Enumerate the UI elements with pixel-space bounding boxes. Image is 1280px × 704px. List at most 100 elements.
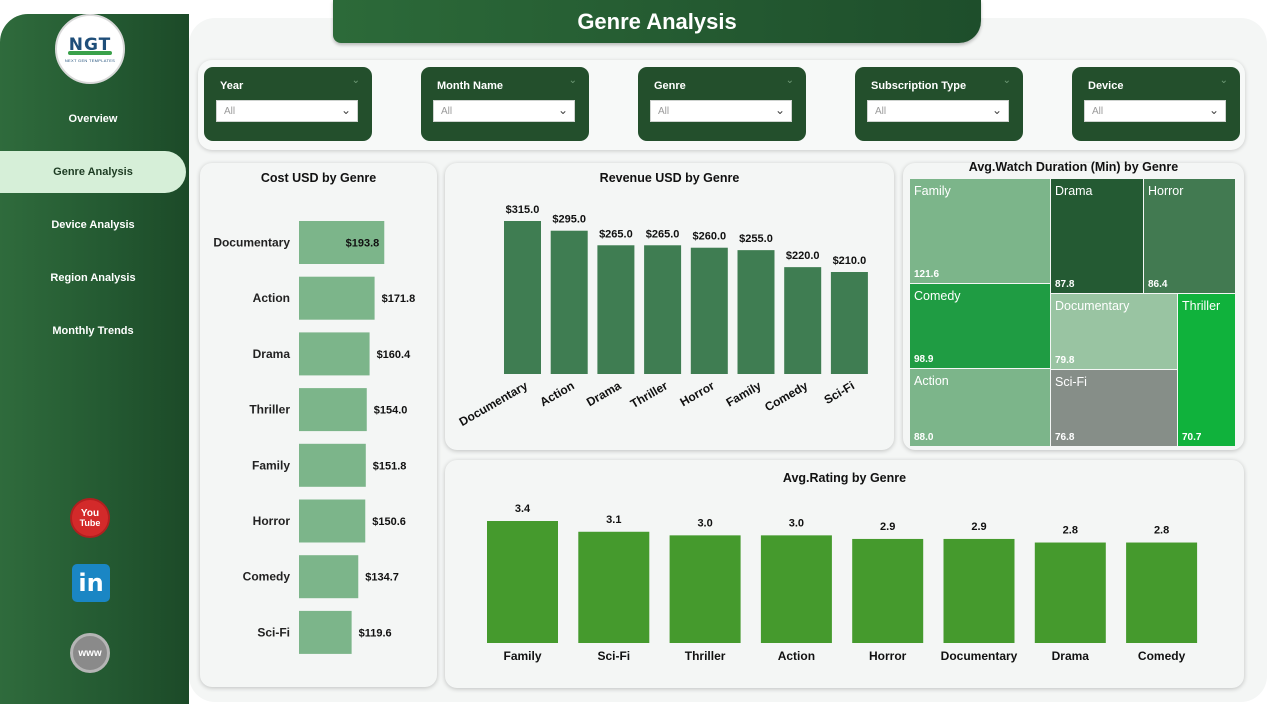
revenue-bar[interactable] bbox=[550, 230, 588, 374]
treemap-cell-comedy[interactable]: Comedy 98.9 bbox=[910, 284, 1050, 368]
nav-overview[interactable]: Overview bbox=[68, 113, 118, 125]
web-icon[interactable]: www bbox=[70, 633, 110, 673]
revenue-bar[interactable] bbox=[644, 245, 682, 374]
revenue-data-label: $265.0 bbox=[599, 228, 633, 240]
rating-data-label: 2.8 bbox=[1063, 525, 1078, 537]
treemap-cell-action[interactable]: Action 88.0 bbox=[910, 369, 1050, 446]
cost-category-label: Documentary bbox=[213, 236, 290, 250]
filter-subscription-type: Subscription Type ⌄ All ⌄ bbox=[855, 67, 1023, 141]
rating-bar[interactable] bbox=[1126, 542, 1198, 643]
treemap-value: 79.8 bbox=[1055, 355, 1075, 366]
filter-label: Device bbox=[1088, 80, 1124, 92]
rating-bar[interactable] bbox=[1034, 542, 1106, 643]
cost-category-label: Action bbox=[253, 291, 290, 305]
revenue-bar[interactable] bbox=[504, 221, 541, 374]
nav-region-analysis[interactable]: Region Analysis bbox=[50, 272, 136, 284]
genre-dropdown[interactable]: All ⌄ bbox=[650, 100, 792, 122]
rating-bar[interactable] bbox=[578, 531, 650, 643]
filter-year: Year ⌄ All ⌄ bbox=[204, 67, 372, 141]
nav-device-analysis[interactable]: Device Analysis bbox=[51, 219, 135, 231]
filter-label: Year bbox=[220, 80, 244, 92]
dropdown-value: All bbox=[1092, 106, 1104, 117]
revenue-data-label: $260.0 bbox=[692, 231, 726, 243]
cost-bar[interactable] bbox=[299, 610, 352, 654]
treemap-value: 98.9 bbox=[914, 354, 934, 365]
filter-genre: Genre ⌄ All ⌄ bbox=[638, 67, 806, 141]
youtube-icon-text-bottom: Tube bbox=[79, 517, 101, 528]
logo-tagline: NEXT GEN TEMPLATES bbox=[64, 58, 116, 63]
logo-brand: NGT bbox=[68, 35, 112, 55]
cost-category-label: Family bbox=[252, 458, 290, 472]
rating-bar[interactable] bbox=[669, 535, 741, 643]
treemap-label: Thriller bbox=[1182, 299, 1221, 313]
treemap-cell-family[interactable]: Family 121.6 bbox=[910, 179, 1050, 283]
rating-category-label: Horror bbox=[869, 649, 907, 663]
subscription-type-dropdown[interactable]: All ⌄ bbox=[867, 100, 1009, 122]
cost-category-label: Drama bbox=[253, 347, 291, 361]
revenue-category-label: Comedy bbox=[762, 378, 810, 414]
cost-bar[interactable] bbox=[299, 221, 385, 264]
treemap-cell-documentary[interactable]: Documentary 79.8 bbox=[1051, 294, 1177, 369]
treemap-cell-thriller[interactable]: Thriller 70.7 bbox=[1178, 294, 1235, 446]
revenue-bar[interactable] bbox=[690, 247, 728, 374]
youtube-icon[interactable]: You Tube bbox=[70, 498, 110, 538]
chevron-down-icon: ⌄ bbox=[991, 103, 1002, 117]
linkedin-icon[interactable]: in bbox=[72, 564, 110, 602]
treemap-cell-sci-fi[interactable]: Sci-Fi 76.8 bbox=[1051, 370, 1177, 446]
treemap-value: 87.8 bbox=[1055, 279, 1075, 290]
revenue-bar[interactable] bbox=[830, 272, 868, 374]
rating-bar[interactable] bbox=[760, 535, 832, 643]
rating-bar[interactable] bbox=[943, 538, 1015, 643]
cost-data-label: $150.6 bbox=[372, 516, 406, 528]
revenue-category-label: Documentary bbox=[457, 378, 531, 429]
revenue-category-label: Sci-Fi bbox=[822, 378, 857, 406]
rating-chart-title: Avg.Rating by Genre bbox=[782, 471, 907, 485]
treemap-value: 88.0 bbox=[914, 432, 934, 443]
revenue-bar[interactable] bbox=[597, 245, 635, 374]
rating-data-label: 3.0 bbox=[789, 517, 804, 529]
device-dropdown[interactable]: All ⌄ bbox=[1084, 100, 1226, 122]
treemap-label: Action bbox=[914, 374, 949, 388]
rating-data-label: 3.4 bbox=[515, 503, 531, 515]
sidebar: NGT NEXT GEN TEMPLATES Overview Genre An… bbox=[0, 14, 189, 704]
treemap-cell-horror[interactable]: Horror 86.4 bbox=[1144, 179, 1235, 293]
year-dropdown[interactable]: All ⌄ bbox=[216, 100, 358, 122]
filter-label: Month Name bbox=[437, 80, 503, 92]
nav-monthly-trends[interactable]: Monthly Trends bbox=[52, 325, 134, 337]
rating-category-label: Comedy bbox=[1138, 649, 1186, 663]
treemap-label: Documentary bbox=[1055, 299, 1130, 313]
cost-bar[interactable] bbox=[299, 499, 366, 543]
month-name-dropdown[interactable]: All ⌄ bbox=[433, 100, 575, 122]
cost-data-label: $151.8 bbox=[373, 460, 407, 472]
cost-bar[interactable] bbox=[299, 276, 375, 320]
cost-data-label: $154.0 bbox=[374, 405, 408, 417]
chevron-down-icon: ⌄ bbox=[351, 75, 360, 86]
cost-data-label: $193.8 bbox=[346, 238, 380, 250]
chevron-down-icon: ⌄ bbox=[774, 103, 785, 117]
youtube-icon-text-top: You bbox=[80, 507, 100, 519]
revenue-bar[interactable] bbox=[784, 267, 822, 374]
nav-genre-analysis[interactable]: Genre Analysis bbox=[0, 151, 186, 193]
revenue-data-label: $265.0 bbox=[646, 228, 680, 240]
treemap-label: Family bbox=[914, 184, 951, 198]
rating-bar[interactable] bbox=[852, 538, 924, 643]
rating-bar[interactable] bbox=[487, 521, 558, 643]
filter-label: Subscription Type bbox=[871, 80, 967, 92]
filters-strip: Year ⌄ All ⌄ Month Name ⌄ All ⌄ Genre ⌄ … bbox=[198, 60, 1245, 150]
cost-bar[interactable] bbox=[299, 332, 370, 376]
page-title: Genre Analysis bbox=[577, 8, 737, 34]
chevron-down-icon: ⌄ bbox=[557, 103, 568, 117]
cost-category-label: Sci-Fi bbox=[257, 625, 290, 639]
cost-bar[interactable] bbox=[299, 555, 359, 599]
treemap-value: 121.6 bbox=[914, 269, 940, 280]
cost-data-label: $160.4 bbox=[377, 349, 412, 361]
cost-category-label: Comedy bbox=[243, 570, 291, 584]
cost-category-label: Thriller bbox=[249, 403, 290, 417]
rating-data-label: 3.1 bbox=[606, 514, 621, 526]
cost-bar[interactable] bbox=[299, 443, 366, 487]
revenue-category-label: Thriller bbox=[628, 378, 671, 411]
treemap-cell-drama[interactable]: Drama 87.8 bbox=[1051, 179, 1143, 293]
chevron-down-icon: ⌄ bbox=[568, 75, 577, 86]
cost-bar[interactable] bbox=[299, 388, 367, 432]
revenue-bar[interactable] bbox=[737, 250, 775, 374]
